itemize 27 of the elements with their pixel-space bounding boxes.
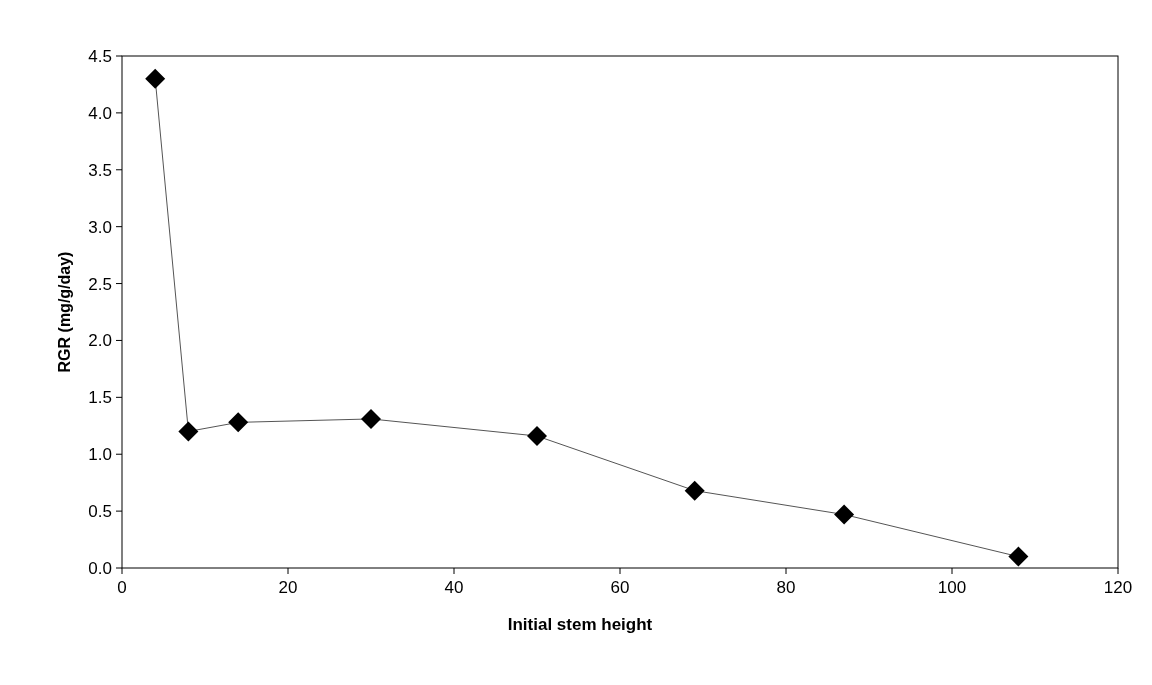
point <box>834 504 855 525</box>
x-tick-label: 120 <box>1103 578 1133 597</box>
point <box>527 426 547 447</box>
y-tick-label: 0.0 <box>88 558 112 578</box>
point <box>178 421 199 442</box>
y-tick-label: 1.0 <box>88 445 112 465</box>
y-tick-label: 2.0 <box>88 331 112 351</box>
y-tick-label: 4.0 <box>88 103 112 123</box>
x-tick-label: 60 <box>610 578 630 597</box>
x-tick-label: 100 <box>937 578 967 597</box>
y-tick-label: 0.5 <box>88 502 112 522</box>
y-tick-label: 4.5 <box>88 46 112 66</box>
y-axis-title: RGR (mg/g/day) <box>56 251 73 373</box>
x-tick-label: 40 <box>444 578 464 597</box>
x-tick-label: 80 <box>776 578 796 597</box>
x-tick-label: 0 <box>117 578 127 597</box>
point <box>145 68 166 89</box>
y-tick-label: 1.5 <box>88 388 112 408</box>
point <box>361 408 381 429</box>
x-tick-label: 20 <box>278 578 298 597</box>
point <box>684 480 705 501</box>
x-axis-title: Initial stem height <box>507 615 653 634</box>
y-tick-label: 3.0 <box>88 217 112 237</box>
y-tick-label: 3.5 <box>88 160 112 180</box>
y-tick-label: 2.5 <box>88 274 112 294</box>
point <box>1008 546 1029 567</box>
point <box>228 412 249 433</box>
